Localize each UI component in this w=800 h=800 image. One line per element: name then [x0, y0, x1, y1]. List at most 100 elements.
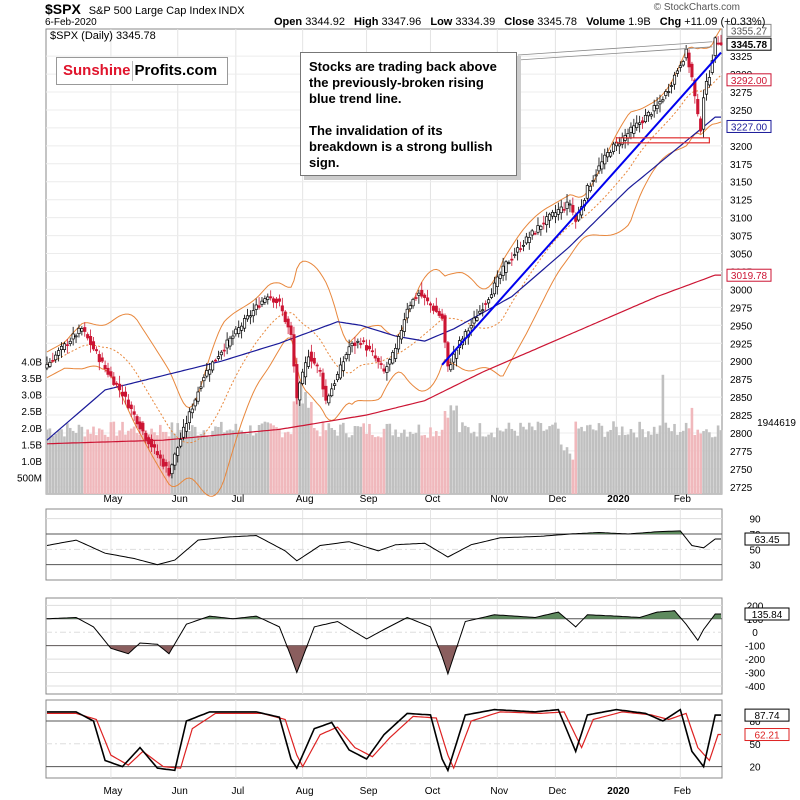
- candle-body: [135, 416, 139, 425]
- volume-bar: [690, 407, 694, 494]
- volume-bar: [498, 430, 502, 494]
- candle-body: [152, 444, 157, 448]
- annotation-line-2: The invalidation of its breakdown is a s…: [309, 123, 493, 170]
- volume-bar: [217, 427, 220, 494]
- volume-bar: [344, 433, 348, 494]
- candle-body: [658, 101, 662, 105]
- volume-tick-label: 4.0B: [21, 358, 42, 369]
- candle-body: [347, 346, 351, 355]
- volume-bar: [687, 428, 691, 494]
- stoch-tick-label: 50: [749, 740, 761, 751]
- volume-bar: [559, 444, 563, 494]
- price-tick-label: 2850: [730, 393, 753, 404]
- volume-bar: [568, 453, 572, 494]
- volume-bar: [92, 426, 95, 494]
- candle-body: [321, 372, 325, 390]
- sunshine-profits-logo: Sunshine Profits.com: [56, 57, 228, 85]
- candle-body: [693, 79, 697, 97]
- volume-bar: [103, 434, 107, 494]
- stoch-slow-line: [47, 711, 721, 770]
- candle-body: [675, 70, 679, 74]
- candle-body: [394, 347, 398, 359]
- volume-bar: [522, 426, 525, 494]
- price-tick-label: 3200: [730, 142, 753, 153]
- candle-body: [132, 411, 136, 415]
- candle-body: [155, 451, 159, 456]
- candle-body: [333, 383, 337, 386]
- volume-bar: [658, 425, 662, 494]
- volume-bar: [571, 459, 575, 494]
- candle-body: [54, 354, 58, 361]
- candle-body: [196, 391, 200, 402]
- candle-body: [641, 120, 645, 124]
- volume-bar: [292, 401, 296, 494]
- volume-bar: [234, 423, 238, 494]
- volume-bar: [231, 430, 235, 494]
- volume-bar: [527, 422, 531, 494]
- price-label-box: [726, 73, 772, 87]
- candle-body: [254, 304, 258, 310]
- candle-body: [396, 336, 401, 350]
- volume-bar: [577, 428, 580, 494]
- candle-body: [539, 225, 543, 230]
- volume-bar: [144, 430, 148, 494]
- candle-body: [109, 371, 113, 377]
- price-tick-label: 2775: [730, 447, 753, 458]
- candle-body: [208, 369, 212, 375]
- candle-body: [434, 305, 438, 312]
- cci-positive-fill: [47, 610, 721, 619]
- volume-bar: [388, 423, 392, 494]
- price-tick-label: 2925: [730, 339, 753, 350]
- volume-bar: [397, 436, 400, 494]
- candle-body: [237, 327, 241, 335]
- cci-line: [46, 610, 721, 676]
- candle-body: [548, 213, 552, 221]
- candle-body: [89, 335, 93, 345]
- candle-body: [655, 104, 659, 109]
- candle-body: [524, 236, 528, 244]
- volume-bar: [324, 430, 328, 494]
- volume-bar: [80, 426, 84, 494]
- volume-bar: [557, 428, 560, 494]
- candle-body: [559, 206, 563, 214]
- volume-bar: [179, 429, 182, 494]
- candle-body: [362, 340, 366, 343]
- volume-bar: [182, 433, 185, 494]
- candle-body: [205, 370, 209, 377]
- volume-bar: [153, 432, 156, 494]
- month-label-bottom: Dec: [549, 786, 567, 797]
- candle-body: [126, 399, 130, 409]
- candle-body: [588, 185, 592, 192]
- candle-body: [245, 315, 250, 320]
- volume-bar: [132, 426, 136, 494]
- price-label: 3292.00: [731, 76, 768, 87]
- volume-bar: [437, 435, 441, 494]
- volume-bar: [66, 423, 69, 494]
- rsi-last-label: 63.45: [754, 535, 779, 546]
- price-tick-label: 2800: [730, 429, 753, 440]
- candle-body: [702, 97, 706, 130]
- rsi-line: [46, 530, 721, 566]
- candle-body: [696, 99, 700, 115]
- price-legend: $SPX (Daily) 3345.78: [50, 30, 156, 42]
- chart-header: $SPX S&P 500 Large Cap Index INDX 6-Feb-2…: [0, 0, 800, 42]
- candle-body: [330, 388, 334, 397]
- volume-bar: [321, 421, 325, 494]
- volume-bar: [150, 428, 153, 494]
- candle-body: [391, 352, 395, 364]
- volume-bar: [667, 427, 671, 494]
- cci-tick-label: -400: [745, 682, 765, 693]
- bollinger-lower: [46, 121, 722, 497]
- volume-bar: [251, 435, 255, 494]
- volume-bar: [240, 430, 243, 494]
- index-name: S&P 500 Large Cap Index: [88, 5, 217, 17]
- price-label: 3355.27: [731, 26, 768, 37]
- candle-body: [335, 374, 340, 381]
- volume-bar: [246, 433, 249, 494]
- volume-bar: [519, 422, 522, 494]
- candle-body: [257, 305, 261, 308]
- volume-bar: [208, 436, 211, 494]
- candle-body: [414, 297, 418, 299]
- candle-body: [388, 359, 392, 365]
- candle-body: [263, 298, 267, 303]
